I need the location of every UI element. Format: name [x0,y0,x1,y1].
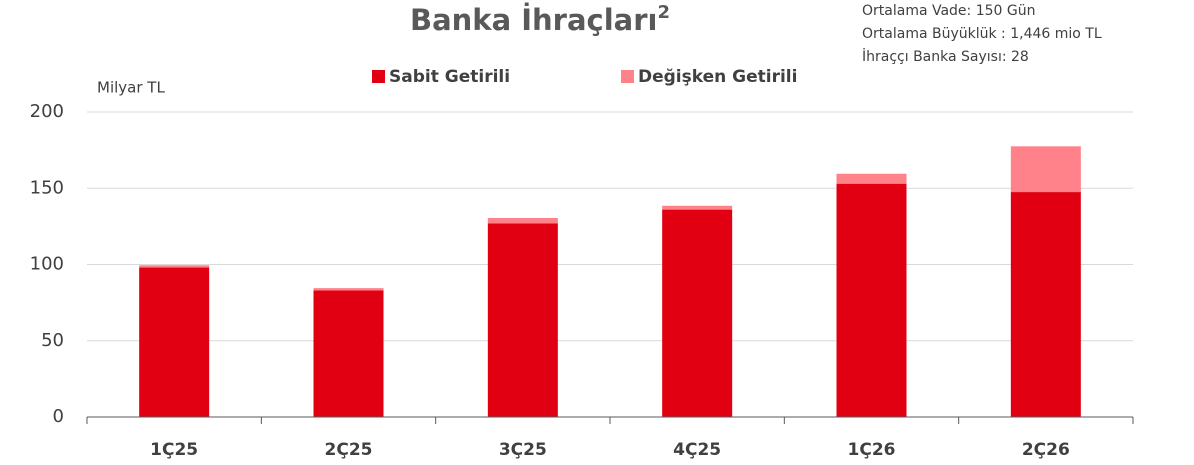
legend-swatch [621,70,634,83]
bar-segment [139,265,210,268]
title-superscript: 2 [658,2,671,23]
y-tick-label: 150 [30,177,64,198]
legend-label: Değişken Getirili [638,67,797,87]
y-tick-label: 0 [53,406,64,427]
y-tick-label: 50 [41,330,64,351]
bar-segment [836,173,907,184]
annotation: Ortalama Büyüklük : 1,446 mio TL [862,26,1102,42]
bar-segment [487,217,558,224]
x-tick-label: 4Ç25 [673,440,721,460]
bar-segment [836,183,907,417]
bar-segment [1010,192,1081,417]
legend-swatch [372,70,385,83]
title-text: Banka İhraçları [410,3,658,37]
x-tick-label: 1Ç25 [150,440,198,460]
bar-segment [662,209,733,417]
y-tick-label: 200 [30,101,64,122]
chart-title: Banka İhraçları2 [410,2,670,37]
y-axis-label: Milyar TL [97,79,165,97]
x-tick-label: 2Ç25 [325,440,373,460]
bar-segment [313,288,384,291]
bar-segment [662,205,733,210]
bar-segment [139,267,210,417]
y-tick-label: 100 [30,254,64,275]
x-tick-label: 2Ç26 [1022,440,1070,460]
annotation: İhraççı Banka Sayısı: 28 [862,47,1029,65]
bar-segment [1010,146,1081,193]
bar-segment [487,223,558,417]
x-tick-label: 3Ç25 [499,440,547,460]
legend-label: Sabit Getirili [389,67,510,87]
x-tick-label: 1Ç26 [848,440,896,460]
bar-segment [313,290,384,417]
annotation: Ortalama Vade: 150 Gün [862,3,1035,19]
